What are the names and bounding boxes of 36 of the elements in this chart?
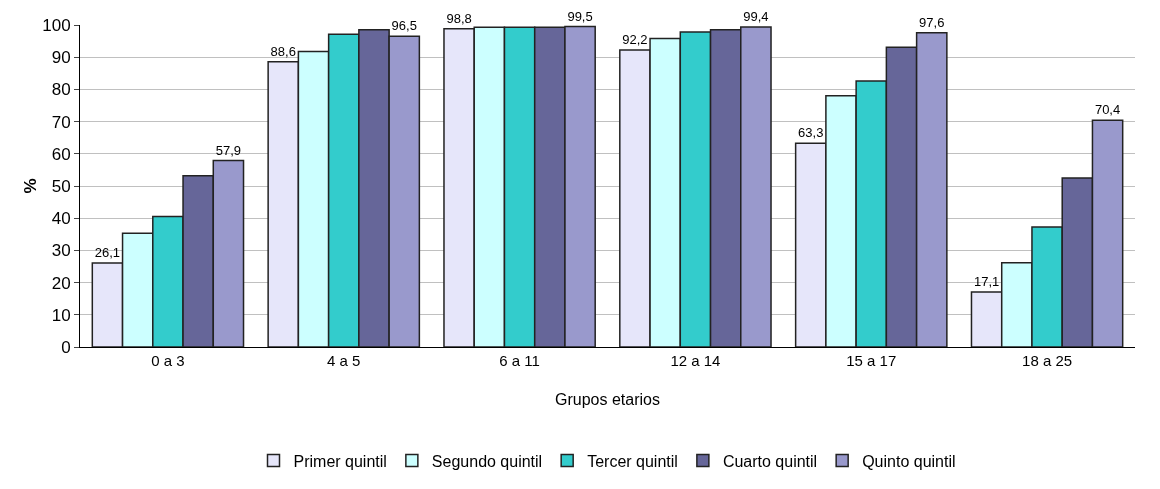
- x-tick-label: 4 a 5: [327, 352, 361, 369]
- legend-label: Primer quintil: [293, 452, 387, 470]
- legend-label: Segundo quintil: [431, 452, 543, 470]
- data-label: 63,3: [798, 125, 824, 141]
- y-tick-label: 70: [51, 112, 71, 132]
- legend-label: Quinto quintil: [862, 452, 956, 470]
- x-axis-title: Grupos etarios: [555, 391, 660, 408]
- y-tick-label: 50: [51, 176, 71, 196]
- data-label: 96,5: [391, 18, 417, 34]
- x-tick-label: 6 a 11: [499, 352, 540, 369]
- y-tick-label: 20: [51, 273, 71, 293]
- y-tick-label: 100: [42, 15, 71, 35]
- x-tick-label: 12 a 14: [670, 352, 721, 369]
- x-tick-label: 0 a 3: [151, 352, 185, 369]
- data-label: 99,4: [743, 8, 769, 24]
- y-tick-label: 40: [51, 209, 71, 229]
- y-axis-title: %: [21, 178, 40, 194]
- y-tick-label: 10: [51, 305, 71, 325]
- data-label: 97,6: [919, 14, 945, 30]
- y-tick-label: 30: [51, 241, 71, 261]
- data-label: 57,9: [215, 142, 242, 158]
- data-label: 26,1: [94, 244, 121, 260]
- x-tick-label: 15 a 17: [846, 352, 897, 369]
- data-label: 92,2: [622, 32, 648, 48]
- data-label: 99,5: [567, 8, 593, 24]
- x-tick-label: 18 a 25: [1022, 352, 1073, 369]
- data-label: 88,6: [270, 43, 296, 59]
- legend-label: Tercer quintil: [587, 452, 678, 470]
- y-tick-label: 60: [51, 144, 71, 164]
- data-label: 98,8: [446, 10, 472, 26]
- y-tick-label: 0: [61, 337, 71, 357]
- y-tick-label: 80: [51, 80, 71, 100]
- data-label: 70,4: [1094, 102, 1121, 118]
- data-label: 17,1: [973, 273, 1000, 289]
- y-tick-label: 90: [51, 48, 71, 68]
- legend-label: Cuarto quintil: [722, 452, 818, 470]
